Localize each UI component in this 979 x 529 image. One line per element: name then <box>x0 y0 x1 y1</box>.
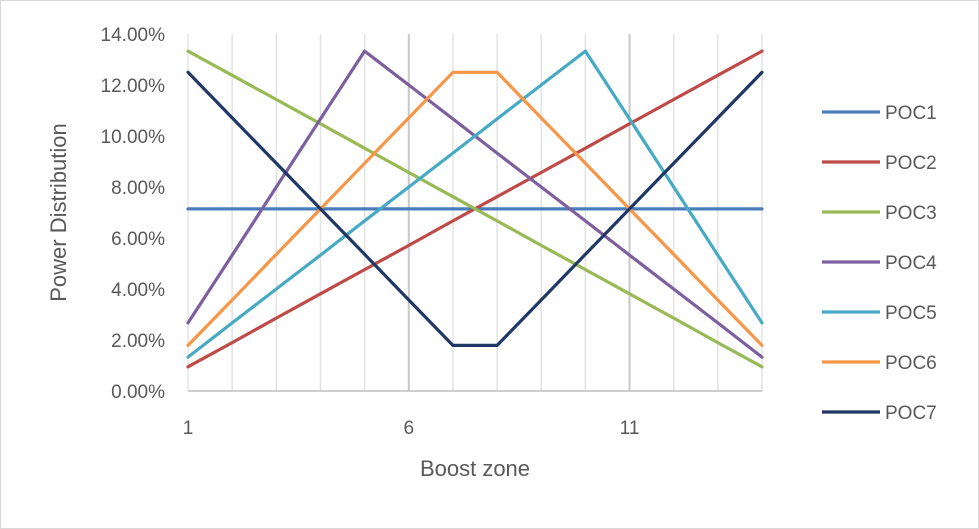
y-axis-label: Power Distribution <box>46 123 71 302</box>
legend-label: POC7 <box>885 403 937 424</box>
gridlines <box>231 34 763 391</box>
series-line-poc6 <box>186 70 764 347</box>
y-tick-label: 4.00% <box>111 280 165 301</box>
x-tick-label: 11 <box>620 418 640 439</box>
legend-label: POC4 <box>885 253 937 274</box>
y-tick-label: 12.00% <box>101 76 166 97</box>
series-line-poc5 <box>186 49 764 359</box>
y-tick-label: 6.00% <box>111 229 165 250</box>
x-tick-label: 1 <box>183 418 194 439</box>
y-tick-label: 0.00% <box>111 382 165 403</box>
y-tick-label: 8.00% <box>111 178 165 199</box>
y-tick-label: 10.00% <box>101 127 166 148</box>
series-line-poc3 <box>186 49 764 369</box>
legend-label: POC2 <box>885 153 937 174</box>
legend: POC1 POC2 POC3 POC4 POC5 POC6 POC7 <box>822 103 937 424</box>
axes <box>187 34 762 392</box>
series-layer <box>186 49 764 369</box>
x-axis-label: Boost zone <box>420 456 530 481</box>
x-tick-label: 6 <box>403 418 414 439</box>
y-tick-label: 14.00% <box>101 25 166 46</box>
legend-label: POC1 <box>885 103 937 124</box>
legend-label: POC6 <box>885 353 937 374</box>
x-tick-labels: 1 6 11 <box>183 418 640 439</box>
y-tick-labels: 0.00% 2.00% 4.00% 6.00% 8.00% 10.00% 12.00% 14.… <box>101 25 166 403</box>
series-line-poc7 <box>186 70 764 347</box>
y-tick-label: 2.00% <box>111 331 165 352</box>
legend-label: POC5 <box>885 303 937 324</box>
legend-label: POC3 <box>885 203 937 224</box>
